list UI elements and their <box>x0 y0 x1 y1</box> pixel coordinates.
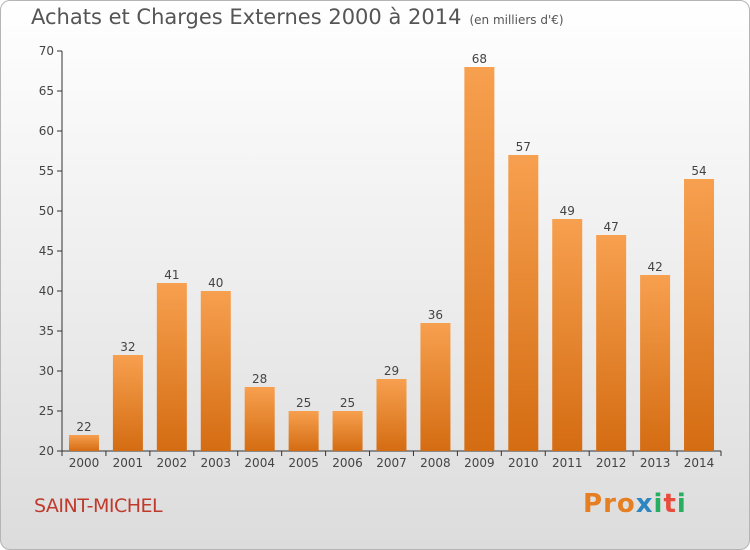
data-label-2012: 47 <box>604 220 619 234</box>
bar-2005 <box>288 411 319 451</box>
data-label-2006: 25 <box>340 396 355 410</box>
data-label-2002: 41 <box>164 268 179 282</box>
x-tick-label-2007: 2007 <box>376 456 407 470</box>
data-label-2009: 68 <box>472 52 487 66</box>
logo-letter: t <box>663 489 677 519</box>
bar-2007 <box>376 379 407 451</box>
data-label-2007: 29 <box>384 364 399 378</box>
bar-2012 <box>596 235 627 451</box>
y-tick-label: 70 <box>39 44 54 58</box>
data-label-2008: 36 <box>428 308 443 322</box>
bars-group: 22 32 41 40 28 25 25 29 36 68 57 49 47 42 54 <box>68 52 715 451</box>
chart-title-text: Achats et Charges Externes 2000 à 2014 <box>31 5 462 29</box>
bar-2004 <box>244 387 275 451</box>
data-label-2000: 22 <box>76 420 91 434</box>
chart-unit-note: (en milliers d'€) <box>469 13 564 27</box>
location-label: SAINT-MICHEL <box>34 495 163 517</box>
logo-letter: P <box>583 489 604 519</box>
bar-2006 <box>332 411 363 451</box>
y-tick-label: 60 <box>39 124 54 138</box>
x-tick-label-2009: 2009 <box>464 456 495 470</box>
bar-2009 <box>464 67 495 451</box>
bar-2002 <box>156 283 187 451</box>
logo-letter: i <box>653 489 664 519</box>
data-label-2001: 32 <box>120 340 135 354</box>
x-tick-label-2001: 2001 <box>113 456 144 470</box>
data-label-2013: 42 <box>647 260 662 274</box>
y-tick-label: 55 <box>39 164 54 178</box>
proxiti-logo: Proxiti <box>583 489 687 519</box>
bar-2011 <box>552 219 583 451</box>
chart-title: Achats et Charges Externes 2000 à 2014 (e… <box>31 5 564 29</box>
y-tick-label: 20 <box>39 444 54 458</box>
data-label-2005: 25 <box>296 396 311 410</box>
y-axis: 20 25 30 35 40 45 50 55 60 65 70 <box>39 44 721 458</box>
x-tick-label-2003: 2003 <box>200 456 231 470</box>
logo-letter: o <box>616 489 636 519</box>
logo-letter: x <box>635 489 654 519</box>
data-label-2010: 57 <box>516 140 531 154</box>
data-label-2003: 40 <box>208 276 223 290</box>
y-tick-label: 40 <box>39 284 54 298</box>
bar-2008 <box>420 323 451 451</box>
y-tick-label: 30 <box>39 364 54 378</box>
x-tick-label-2005: 2005 <box>288 456 319 470</box>
x-tick-label-2011: 2011 <box>552 456 583 470</box>
bar-2010 <box>508 155 539 451</box>
x-tick-label-2013: 2013 <box>640 456 671 470</box>
y-tick-label: 65 <box>39 84 54 98</box>
bar-2014 <box>684 179 715 451</box>
x-tick-label-2000: 2000 <box>69 456 100 470</box>
data-label-2011: 49 <box>560 204 575 218</box>
data-label-2004: 28 <box>252 372 267 386</box>
x-tick-label-2014: 2014 <box>684 456 715 470</box>
y-tick-label: 50 <box>39 204 54 218</box>
x-tick-label-2010: 2010 <box>508 456 539 470</box>
logo-letter: r <box>603 489 617 519</box>
x-tick-label-2012: 2012 <box>596 456 627 470</box>
x-tick-label-2002: 2002 <box>157 456 188 470</box>
logo-letter: i <box>676 489 687 519</box>
x-tick-label-2004: 2004 <box>244 456 275 470</box>
bar-2013 <box>640 275 671 451</box>
x-axis: 2000 2001 2002 2003 2004 2005 2006 2007 2008 2009… <box>61 451 722 470</box>
bar-2000 <box>68 435 99 451</box>
y-tick-label: 25 <box>39 404 54 418</box>
bar-2001 <box>112 355 143 451</box>
y-tick-label: 45 <box>39 244 54 258</box>
data-label-2014: 54 <box>691 164 706 178</box>
y-tick-label: 35 <box>39 324 54 338</box>
x-tick-label-2008: 2008 <box>420 456 451 470</box>
bar-2003 <box>200 291 231 451</box>
x-tick-label-2006: 2006 <box>332 456 363 470</box>
